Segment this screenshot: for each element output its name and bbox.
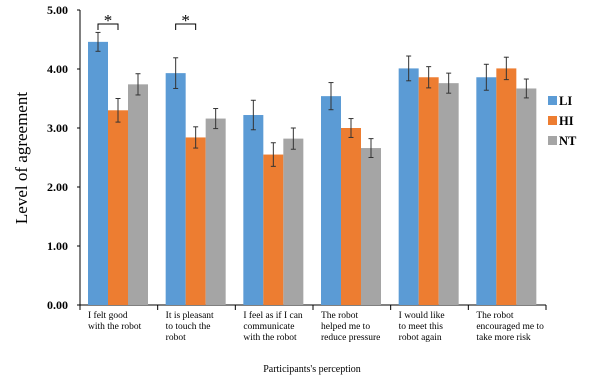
bar-li bbox=[321, 96, 341, 305]
bar-hi bbox=[418, 77, 439, 305]
x-tick-label: I feel as if I can communicate with the ro… bbox=[243, 310, 303, 343]
x-tick-label-line: to touch the bbox=[166, 322, 211, 332]
bar-nt bbox=[516, 88, 537, 305]
bar-li bbox=[165, 73, 186, 305]
legend: LI HI NT bbox=[548, 94, 577, 148]
legend-swatch bbox=[548, 136, 557, 145]
bar-li bbox=[476, 77, 497, 305]
legend-swatch bbox=[548, 96, 557, 105]
y-tick-label: 5.00 bbox=[47, 3, 68, 17]
significance-star: * bbox=[104, 11, 113, 30]
x-tick-label: I would like to meet this robot again bbox=[399, 311, 445, 343]
bars-layer bbox=[88, 41, 537, 306]
y-tick-label: 0.00 bbox=[47, 298, 68, 312]
x-tick-label-line: The robot bbox=[321, 311, 359, 321]
x-tick-label: The robot helped me to reduce pressure bbox=[321, 311, 380, 343]
bar-hi bbox=[185, 137, 206, 305]
bar-hi bbox=[263, 154, 284, 305]
x-tick-label-line: robot again bbox=[399, 333, 442, 343]
significance-star: * bbox=[181, 11, 190, 30]
bar-hi bbox=[341, 128, 361, 305]
x-tick-label: The robot encouraged me to take more risk bbox=[476, 311, 544, 343]
x-tick-label-line: take more risk bbox=[476, 333, 531, 343]
x-tick-label: It is pleasant to touch the robot bbox=[166, 311, 214, 343]
significance-bracket bbox=[175, 23, 197, 30]
x-tick-label-line: with the robot bbox=[88, 322, 142, 332]
x-tick-label-line: I felt good bbox=[88, 310, 128, 321]
x-tick-label-line: with the robot bbox=[243, 333, 297, 343]
x-tick-label-line: It is pleasant bbox=[166, 311, 214, 321]
bar-nt bbox=[361, 148, 381, 305]
y-tick-label: 3.00 bbox=[47, 121, 68, 135]
bar-nt bbox=[438, 83, 459, 305]
significance-layer: * * bbox=[97, 11, 197, 30]
x-tick-label-line: to meet this bbox=[399, 322, 444, 332]
y-tick-label: 2.00 bbox=[47, 180, 68, 194]
bar-hi bbox=[496, 68, 517, 305]
legend-swatch bbox=[548, 116, 557, 125]
bar-nt bbox=[283, 138, 304, 305]
bar-li bbox=[88, 41, 108, 306]
x-tick-label-line: robot bbox=[166, 333, 186, 343]
y-tick-label: 1.00 bbox=[47, 239, 68, 253]
x-tick-label-line: The robot bbox=[476, 311, 514, 321]
error-bars-layer bbox=[95, 31, 529, 167]
x-axis-title: Participants's perception bbox=[263, 364, 361, 375]
legend-label: HI bbox=[559, 114, 574, 128]
x-tick-label: I felt good with the robot bbox=[88, 310, 142, 332]
x-tick-label-line: helped me to bbox=[321, 322, 370, 332]
bar-nt bbox=[205, 118, 226, 305]
bar-nt bbox=[128, 84, 148, 305]
x-tick-label-line: encouraged me to bbox=[476, 322, 544, 332]
bar-li bbox=[243, 115, 264, 306]
x-tick-label-line: communicate bbox=[243, 322, 294, 332]
y-tick-label: 4.00 bbox=[47, 62, 68, 76]
y-axis-title: Level of agreement bbox=[12, 92, 31, 224]
bar-hi bbox=[108, 110, 128, 305]
x-tick-label-line: reduce pressure bbox=[321, 333, 380, 343]
significance-bracket bbox=[97, 23, 119, 30]
legend-label: NT bbox=[559, 134, 577, 148]
x-tick-label-line: I would like bbox=[399, 311, 445, 321]
x-tick-label-line: I feel as if I can bbox=[243, 310, 303, 321]
bar-li bbox=[398, 68, 419, 305]
axes-layer: 0.001.002.003.004.005.00I felt good with … bbox=[47, 3, 547, 343]
legend-label: LI bbox=[559, 94, 572, 108]
